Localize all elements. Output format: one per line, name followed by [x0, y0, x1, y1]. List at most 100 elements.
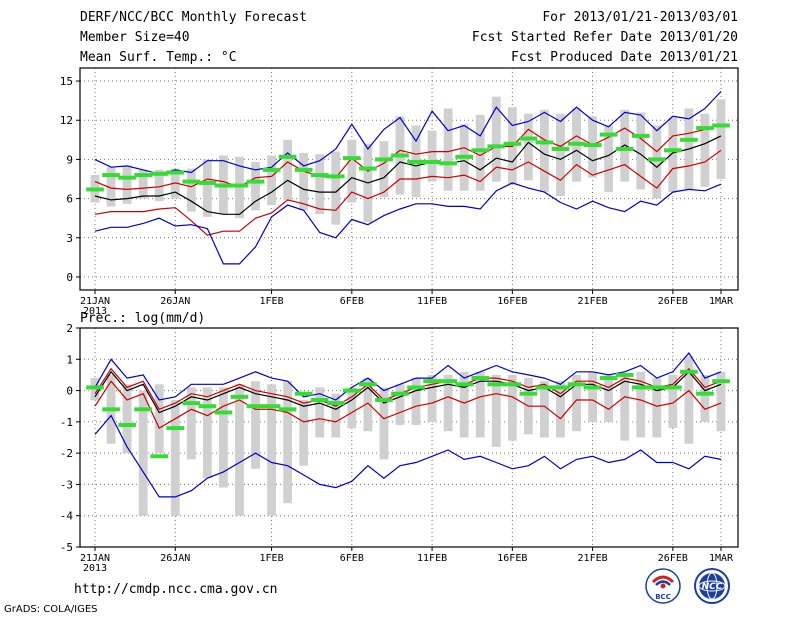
- temp-member-box: [427, 130, 437, 182]
- prec-member-box: [556, 381, 565, 438]
- prec-member-box: [235, 384, 244, 516]
- prec-y-tick-label: -2: [60, 447, 73, 460]
- ncc-logo-text: NCC: [702, 582, 723, 592]
- prec-member-box: [267, 384, 276, 516]
- temp-climatology-mark: [599, 132, 618, 137]
- prec-member-box: [315, 387, 325, 438]
- prec-y-tick-label: -4: [60, 510, 74, 523]
- prec-x-tick-label: 16FEB: [497, 553, 527, 564]
- bcc-logo-text: BCC: [655, 593, 671, 601]
- prec-member-box: [363, 378, 373, 432]
- bcc-logo: BCC: [645, 568, 681, 604]
- prec-climatology-mark: [407, 385, 425, 390]
- prec-x-tick-label: 11FEB: [417, 553, 447, 564]
- prec-climatology-mark: [246, 404, 265, 409]
- temp-member-box: [170, 168, 180, 199]
- prec-climatology-mark: [615, 372, 634, 377]
- temp-member-box: [331, 151, 341, 225]
- prec-member-box: [507, 374, 517, 441]
- prec-member-box: [283, 381, 293, 504]
- temp-climatology-mark: [246, 179, 265, 184]
- prec-series-q-upper: [94, 367, 722, 411]
- prec-member-box: [491, 374, 501, 447]
- temp-y-tick-label: 9: [66, 153, 73, 166]
- temp-climatology-mark: [134, 173, 152, 178]
- prec-y-tick-label: 0: [66, 385, 73, 398]
- prec-member-box: [588, 371, 598, 422]
- prec-climatology-mark: [326, 401, 345, 406]
- temp-climatology-mark: [326, 174, 345, 179]
- prec-climatology-mark: [647, 385, 666, 390]
- temp-climatology-mark: [118, 175, 136, 180]
- prec-climatology-mark: [455, 382, 474, 387]
- prec-member-box: [251, 381, 260, 469]
- temp-climatology-mark: [102, 173, 120, 178]
- temp-climatology-mark: [519, 136, 538, 141]
- prec-climatology-mark: [519, 391, 538, 396]
- temp-climatology-mark: [359, 166, 377, 171]
- grads-credit: GrADS: COLA/IGES: [4, 604, 98, 615]
- prec-climatology-mark: [487, 382, 506, 387]
- prec-climatology-mark: [391, 391, 409, 396]
- prec-climatology-mark: [262, 404, 281, 409]
- temp-climatology-mark: [150, 171, 169, 176]
- prec-climatology-mark: [503, 382, 522, 387]
- temp-climatology-mark: [182, 179, 201, 184]
- temp-x-tick-label: 16FEB: [497, 296, 527, 307]
- temp-member-box: [443, 108, 453, 191]
- prec-climatology-mark: [599, 376, 618, 381]
- temp-y-tick-label: 6: [66, 193, 73, 206]
- prec-member-box: [459, 371, 469, 438]
- prec-x-year-label: 2013: [83, 563, 107, 574]
- temp-series-min: [94, 182, 722, 265]
- prec-x-tick-label: 6FEB: [340, 553, 364, 564]
- prec-member-box: [604, 374, 614, 422]
- temp-climatology-mark: [214, 183, 233, 188]
- prec-member-box: [186, 387, 196, 460]
- prec-climatology-mark: [310, 397, 329, 402]
- prec-climatology-mark: [423, 379, 441, 384]
- temp-member-box: [251, 162, 260, 211]
- temp-climatology-mark: [615, 146, 634, 151]
- temp-climatology-mark: [680, 137, 698, 142]
- temp-climatology-mark: [471, 148, 490, 153]
- prec-climatology-mark: [375, 397, 393, 402]
- temp-series-max: [94, 91, 722, 175]
- temp-member-box: [636, 112, 646, 190]
- temp-climatology-mark: [535, 140, 554, 145]
- prec-x-tick-label: 26JAN: [160, 553, 190, 564]
- temp-member-box: [347, 139, 357, 203]
- prec-climatology-mark: [583, 385, 602, 390]
- prec-x-tick-label: 1MAR: [709, 553, 734, 564]
- prec-x-tick-label: 26FEB: [658, 553, 688, 564]
- prec-climatology-mark: [342, 388, 361, 393]
- temp-member-box: [491, 96, 501, 182]
- prec-member-box: [170, 399, 180, 516]
- temp-climatology-mark: [262, 167, 281, 172]
- prec-climatology-mark: [278, 407, 297, 412]
- prec-series-q-lower: [94, 380, 722, 429]
- prec-climatology-mark: [712, 379, 730, 384]
- header-left: DERF/NCC/BCC Monthly Forecast Member Siz…: [80, 9, 307, 69]
- prec-climatology-mark: [150, 454, 169, 459]
- prec-member-box: [331, 393, 341, 438]
- prec-climatology-mark: [214, 410, 233, 415]
- prec-climatology-mark: [696, 391, 714, 396]
- prec-climatology-mark: [567, 382, 586, 387]
- temp-climatology-mark: [342, 156, 361, 161]
- prec-plot-frame: [79, 327, 739, 548]
- temp-climatology-mark: [712, 123, 730, 128]
- temp-y-tick-label: 15: [60, 75, 73, 88]
- temp-member-box: [716, 99, 726, 179]
- temp-x-tick-label: 1MAR: [709, 296, 734, 307]
- footer-url[interactable]: http://cmdp.ncc.cma.gov.cn: [74, 582, 278, 597]
- temp-climatology-mark: [310, 173, 329, 178]
- temp-climatology-mark: [278, 154, 297, 159]
- prec-member-box: [475, 371, 485, 438]
- temp-climatology-mark: [551, 146, 570, 151]
- temp-member-box: [475, 115, 485, 191]
- prec-x-tick-label: 1FEB: [260, 553, 284, 564]
- temp-climatology-mark: [487, 144, 506, 149]
- temp-member-box: [379, 141, 389, 198]
